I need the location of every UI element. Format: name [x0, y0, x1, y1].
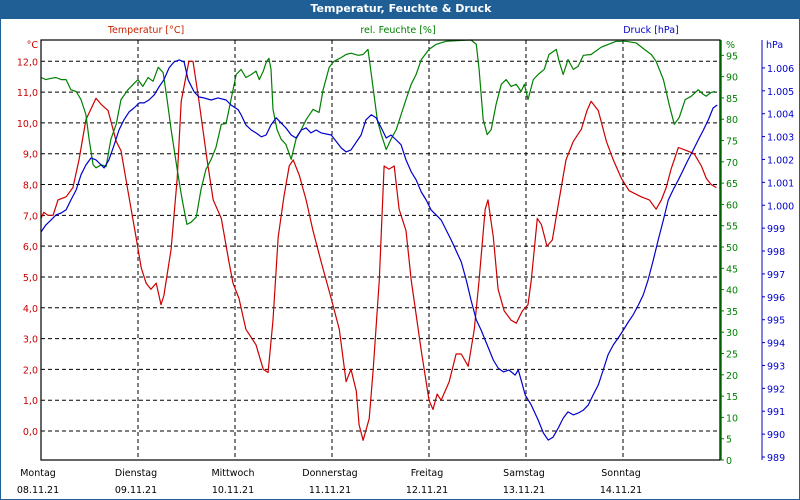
humidity-tick-label: 40	[726, 286, 738, 297]
legend-temperature: Temperatur [°C]	[107, 25, 184, 36]
day-name-label: Mittwoch	[211, 468, 254, 479]
humidity-unit-label: %	[726, 40, 735, 51]
temperature-tick-label: 4,0	[23, 304, 38, 315]
humidity-tick-label: 35	[726, 307, 738, 318]
pressure-tick-label: 1.000	[767, 201, 794, 212]
humidity-tick-label: 85	[726, 94, 738, 105]
temperature-tick-label: 7,0	[23, 211, 38, 222]
day-name-label: Dienstag	[115, 468, 157, 479]
day-date-label: 10.11.21	[212, 485, 254, 496]
temperature-tick-label: 8,0	[23, 181, 38, 192]
humidity-tick-label: 70	[726, 158, 738, 169]
humidity-tick-label: 0	[726, 456, 732, 467]
pressure-tick-label: 993	[767, 361, 785, 372]
pressure-tick-label: 990	[767, 430, 785, 441]
humidity-tick-label: 5	[726, 435, 732, 446]
window-title: Temperatur, Feuchte & Druck	[1, 0, 799, 19]
day-name-label: Samstag	[503, 468, 545, 479]
humidity-tick-label: 80	[726, 115, 738, 126]
humidity-tick-label: 95	[726, 51, 738, 62]
day-name-label: Freitag	[411, 468, 444, 479]
day-date-label: 08.11.21	[17, 485, 59, 496]
humidity-tick-label: 15	[726, 392, 738, 403]
day-date-label: 09.11.21	[115, 485, 157, 496]
humidity-tick-label: 20	[726, 371, 738, 382]
pressure-tick-label: 992	[767, 384, 785, 395]
humidity-tick-label: 25	[726, 350, 738, 361]
pressure-tick-label: 1.002	[767, 155, 794, 166]
tick-labels: 0,0 1,0 2,0 3,0 4,0 5,0 6,0 7,0 8,0 9,0 10,0 11,0 12…	[17, 40, 794, 496]
humidity-tick-label: 50	[726, 243, 738, 254]
temperature-tick-label: 3,0	[23, 335, 38, 346]
day-name-label: Montag	[20, 468, 56, 479]
pressure-tick-label: 998	[767, 247, 785, 258]
humidity-line	[40, 39, 716, 225]
humidity-tick-label: 90	[726, 73, 738, 84]
day-date-label: 13.11.21	[503, 485, 545, 496]
humidity-tick-label: 45	[726, 264, 738, 275]
temperature-tick-label: 11,0	[17, 88, 38, 99]
day-name-label: Donnerstag	[302, 468, 357, 479]
pressure-tick-label: 1.006	[767, 64, 794, 75]
pressure-unit-label: hPa	[766, 40, 783, 51]
day-name-label: Sonntag	[601, 468, 640, 479]
pressure-tick-label: 1.005	[767, 87, 794, 98]
legend-pressure: Druck [hPa]	[623, 25, 679, 36]
temperature-unit-label: °C	[27, 40, 39, 51]
humidity-tick-label: 75	[726, 137, 738, 148]
day-date-label: 14.11.21	[600, 485, 642, 496]
pressure-tick-label: 1.004	[767, 110, 794, 121]
temperature-tick-label: 0,0	[23, 427, 38, 438]
humidity-tick-label: 30	[726, 328, 738, 339]
humidity-tick-label: 55	[726, 222, 738, 233]
pressure-tick-label: 999	[767, 224, 785, 235]
temperature-tick-label: 10,0	[17, 119, 38, 130]
pressure-tick-label: 995	[767, 316, 785, 327]
pressure-tick-label: 1.001	[767, 178, 794, 189]
pressure-tick-label: 994	[767, 339, 785, 350]
legend-humidity: rel. Feuchte [%]	[360, 25, 435, 36]
pressure-tick-label: 991	[767, 407, 785, 418]
pressure-tick-label: 997	[767, 270, 785, 281]
pressure-tick-label: 989	[767, 453, 785, 464]
humidity-tick-label: 10	[726, 413, 738, 424]
temperature-tick-label: 12,0	[17, 57, 38, 68]
day-date-label: 11.11.21	[309, 485, 351, 496]
humidity-tick-label: 60	[726, 200, 738, 211]
pressure-tick-label: 996	[767, 293, 785, 304]
pressure-line	[40, 59, 718, 441]
temperature-tick-label: 5,0	[23, 273, 38, 284]
series-lines	[40, 39, 718, 441]
day-date-label: 12.11.21	[406, 485, 448, 496]
temperature-tick-label: 6,0	[23, 242, 38, 253]
temperature-tick-label: 9,0	[23, 150, 38, 161]
temperature-tick-label: 1,0	[23, 396, 38, 407]
plot-frame	[40, 39, 721, 461]
humidity-tick-label: 65	[726, 179, 738, 190]
pressure-tick-label: 1.003	[767, 133, 794, 144]
temperature-tick-label: 2,0	[23, 365, 38, 376]
temperature-line	[40, 60, 717, 441]
